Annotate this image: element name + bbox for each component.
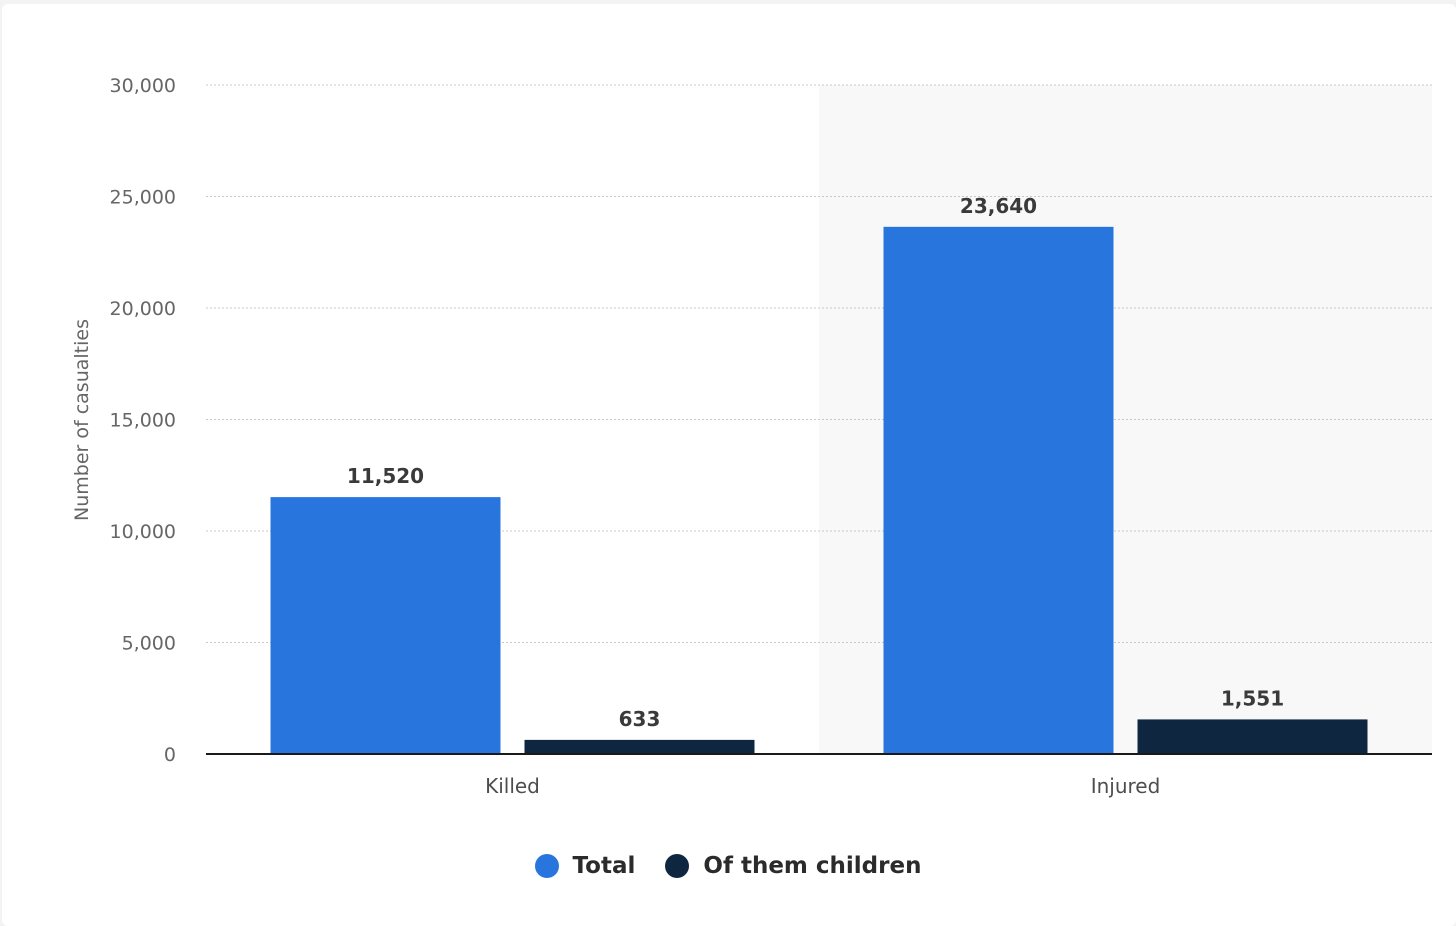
data-label: 11,520 xyxy=(347,464,424,488)
legend: Total Of them children xyxy=(0,848,1456,884)
legend-item-total[interactable]: Total xyxy=(534,853,636,879)
y-tick-label: 30,000 xyxy=(110,75,176,97)
legend-label-children: Of them children xyxy=(703,853,922,879)
legend-item-children[interactable]: Of them children xyxy=(665,853,921,879)
data-label: 23,640 xyxy=(960,194,1037,218)
y-tick-label: 0 xyxy=(164,744,176,766)
x-tick-label: Injured xyxy=(1091,774,1161,798)
data-label: 1,551 xyxy=(1221,686,1284,710)
y-tick-label: 20,000 xyxy=(110,298,176,320)
x-tick-label: Killed xyxy=(485,774,540,798)
bar-injured-total xyxy=(883,226,1114,754)
bar-killed-total xyxy=(270,497,501,754)
y-tick-label: 10,000 xyxy=(110,521,176,543)
legend-swatch-children xyxy=(665,854,690,878)
y-tick-label: 25,000 xyxy=(110,187,176,209)
bar-killed-children xyxy=(524,739,755,754)
data-label: 633 xyxy=(619,707,661,731)
legend-swatch-total xyxy=(534,854,559,878)
y-tick-label: 5,000 xyxy=(122,633,176,655)
bar-injured-children xyxy=(1137,719,1368,754)
legend-label-total: Total xyxy=(572,853,636,879)
y-tick-label: 15,000 xyxy=(110,410,176,432)
y-axis-label: Number of casualties xyxy=(71,319,93,521)
